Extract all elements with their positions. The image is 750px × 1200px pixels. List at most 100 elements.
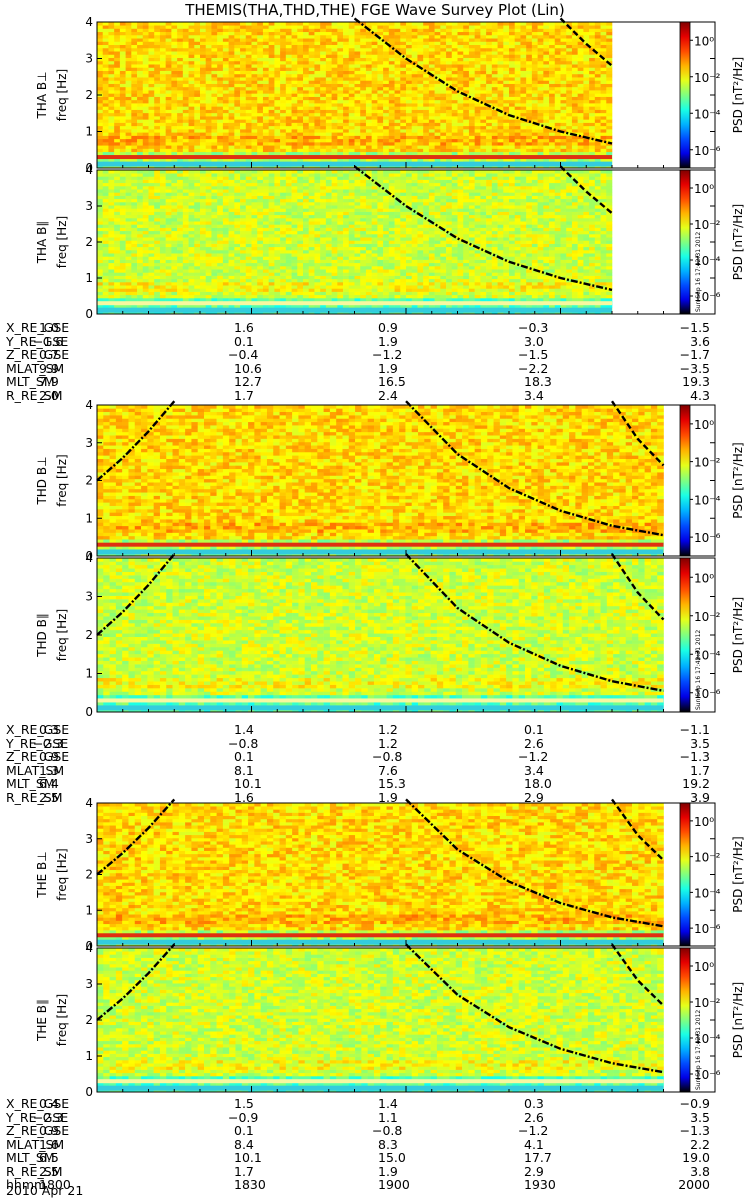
spectrogram-cell [148,259,155,264]
spectrogram-cell [159,259,166,264]
spectrogram-cell [320,93,327,97]
spectrogram-cell [182,106,189,110]
spectrogram-cell [154,170,161,174]
spectrogram-cell [159,109,166,114]
spectrogram-cell [428,99,435,104]
spectrogram-cell [148,179,155,184]
spectrogram-cell [194,262,201,267]
spectrogram-cell [400,90,407,94]
spectrogram-cell [543,25,550,29]
spectrogram-cell [200,288,207,292]
spectrogram-cell [566,116,573,120]
spectrogram-cell [589,22,596,26]
spectrogram-cell [194,77,201,81]
spectrogram-cell [589,60,596,65]
spectrogram-cell [314,158,321,162]
spectrogram-cell [205,227,212,232]
spectrogram-cell [108,211,115,216]
spectrogram-cell [554,80,561,84]
spectrogram-cell [343,54,350,58]
spectrogram-cell [520,112,527,117]
spectrogram-cell [480,122,487,127]
spectrogram-cell [377,125,384,130]
spectrogram-cell [320,77,327,81]
spectrogram-cell [526,34,533,39]
spectrogram-cell [234,64,241,68]
spectrogram-cell [114,28,121,33]
spectrogram-cell [360,73,367,78]
spectrogram-cell [325,106,332,110]
spectrogram-cell [468,135,475,140]
spectrogram-cell [554,125,561,130]
spectrogram-cell [486,22,493,26]
spectrogram-cell [280,90,287,94]
spectrogram-cell [325,158,332,162]
spectrogram-cell [200,109,207,114]
spectrogram-cell [497,70,504,75]
spectrogram-cell [457,106,464,110]
spectrogram-cell [589,93,596,97]
spectrogram-cell [509,44,516,49]
spectrogram-cell [600,125,607,130]
spectrogram-cell [520,41,527,46]
spectrogram-cell [285,103,292,107]
spectrogram-cell [446,60,453,65]
spectrogram-cell [348,119,355,123]
spectrogram-cell [171,60,178,65]
spectrogram-cell [411,138,418,143]
spectrogram-cell [257,112,264,117]
spectrogram-cell [594,34,601,39]
spectrogram-cell [360,122,367,127]
spectrogram-cell [280,86,287,91]
spectrogram-cell [131,205,138,209]
spectrogram-cell [108,221,115,225]
spectrogram-cell [188,208,195,212]
spectrogram-cell [268,38,275,42]
spectrogram-cell [142,90,149,94]
spectrogram-cell [205,285,212,289]
spectrogram-cell [280,28,287,33]
spectrogram-cell [417,51,424,55]
spectrogram-cell [228,106,235,110]
spectrogram-cell [194,103,201,107]
spectrogram-cell [566,132,573,136]
spectrogram-cell [428,158,435,162]
spectrogram-cell [97,237,104,241]
spectrogram-cell [268,28,275,33]
spectrogram-cell [531,148,538,153]
spectrogram-cell [509,86,516,91]
spectrogram-cell [371,135,378,140]
spectrogram-cell [194,34,201,39]
spectrogram-cell [165,96,172,101]
spectrogram-cell [526,86,533,91]
spectrogram-cell [251,80,258,84]
spectrogram-cell [177,269,184,273]
spectrogram-cell [148,253,155,257]
spectrogram-cell [148,60,155,65]
spectrogram-cell [360,132,367,136]
spectrogram-cell [371,132,378,136]
spectrogram-cell [400,145,407,149]
spectrogram-cell [217,142,224,146]
spectrogram-cell [594,135,601,140]
spectrogram-cell [354,73,361,78]
spectrogram-cell [348,64,355,68]
spectrogram-cell [526,70,533,75]
spectrogram-cell [543,73,550,78]
spectrogram-cell [268,57,275,62]
spectrogram-cell [182,119,189,123]
spectrogram-cell [400,106,407,110]
spectrogram-cell [303,44,310,49]
spectrogram-cell [188,28,195,33]
spectrogram-cell [606,132,613,136]
spectrogram-cell [543,80,550,84]
spectrogram-cell [142,256,149,260]
spectrogram-cell [165,176,172,180]
spectrogram-cell [182,234,189,238]
spectrogram-cell [159,129,166,133]
spectrogram-cell [137,31,144,36]
spectrogram-cell [142,192,149,196]
spectrogram-cell [148,208,155,212]
spectrogram-cell [343,90,350,94]
spectrogram-cell [137,278,144,283]
